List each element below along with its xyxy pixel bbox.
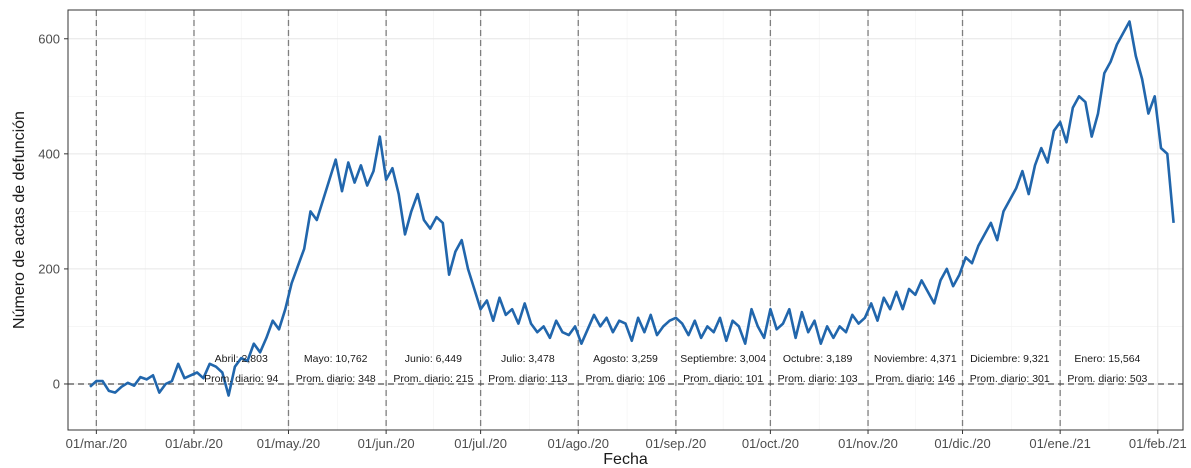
x-tick-label: 01/abr./20 xyxy=(165,436,223,451)
month-total-label: Mayo: 10,762 xyxy=(304,353,368,365)
x-axis: 01/mar./20 01/abr./20 01/may./20 01/jun./20… xyxy=(66,430,1187,451)
y-tick-label: 0 xyxy=(53,376,60,391)
daily-average-label: Prom. diario: 106 xyxy=(586,373,666,385)
y-tick-label: 200 xyxy=(38,261,60,276)
month-total-label: Julio: 3,478 xyxy=(501,353,555,365)
daily-average-label: Prom. diario: 101 xyxy=(683,373,763,385)
daily-average-label: Prom. diario: 103 xyxy=(778,373,858,385)
x-tick-label: 01/sep./20 xyxy=(646,436,707,451)
month-total-label: Enero: 15,564 xyxy=(1074,353,1140,365)
minor-gridlines xyxy=(68,10,1183,430)
x-tick-label: 01/ene./21 xyxy=(1029,436,1090,451)
daily-average-label: Prom. diario: 503 xyxy=(1067,373,1147,385)
x-tick-label: 01/feb./21 xyxy=(1129,436,1187,451)
month-total-label: Diciembre: 9,321 xyxy=(970,353,1050,365)
x-axis-title: Fecha xyxy=(603,451,648,468)
series-layer xyxy=(89,20,1175,397)
month-total-label: Agosto: 3,259 xyxy=(593,353,658,365)
month-total-label: Octubre: 3,189 xyxy=(783,353,853,365)
month-total-label: Abril: 2,803 xyxy=(215,353,268,365)
month-total-label: Noviembre: 4,371 xyxy=(874,353,957,365)
daily-average-label: Prom. diario: 146 xyxy=(875,373,955,385)
plot-panel-border xyxy=(67,9,1184,431)
x-tick-label: 01/ago./20 xyxy=(548,436,609,451)
daily-average-label: Prom. diario: 301 xyxy=(970,373,1050,385)
monthly-annotations: Abril: 2,803 Prom. diario: 94 Mayo: 10,762… xyxy=(204,353,1147,385)
daily-average-label: Prom. diario: 113 xyxy=(488,373,567,385)
y-axis-title: Número de actas de defunción xyxy=(11,111,28,329)
month-divider-lines xyxy=(95,10,1061,430)
month-total-label: Septiembre: 3,004 xyxy=(680,353,766,365)
y-tick-label: 400 xyxy=(38,146,60,161)
daily-average-label: Prom. diario: 94 xyxy=(204,373,278,385)
x-tick-label: 01/mar./20 xyxy=(66,436,127,451)
x-tick-label: 01/nov./20 xyxy=(838,436,898,451)
month-total-label: Junio: 6,449 xyxy=(405,353,462,365)
x-tick-label: 01/jul./20 xyxy=(454,436,507,451)
series-line xyxy=(89,20,1175,397)
daily-average-label: Prom. diario: 215 xyxy=(393,373,473,385)
x-tick-label: 01/jun./20 xyxy=(358,436,415,451)
y-axis: 0 200 400 600 xyxy=(38,31,68,391)
daily-average-label: Prom. diario: 348 xyxy=(296,373,376,385)
x-tick-label: 01/oct./20 xyxy=(742,436,799,451)
x-tick-label: 01/may./20 xyxy=(257,436,320,451)
x-tick-label: 01/dic./20 xyxy=(934,436,990,451)
y-tick-label: 600 xyxy=(38,31,60,46)
